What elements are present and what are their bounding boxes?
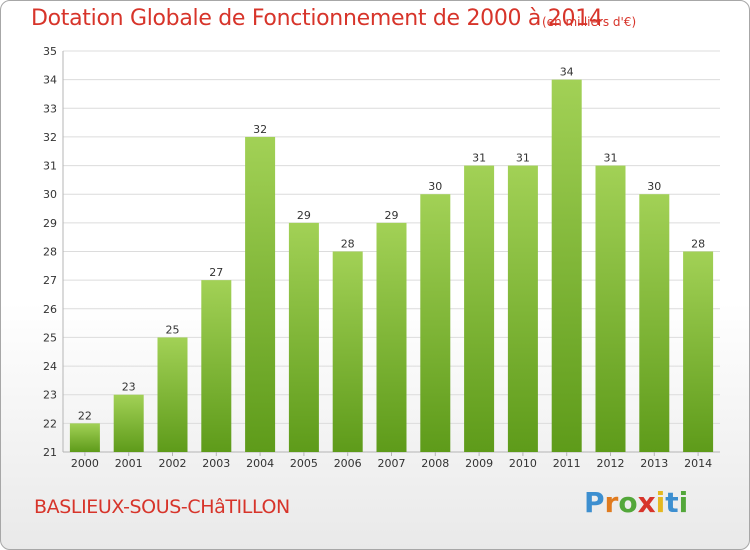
y-tick-label: 31	[43, 160, 57, 173]
proxiti-logo: Proxiti	[584, 486, 688, 519]
data-label: 22	[78, 409, 92, 422]
data-label: 28	[341, 238, 355, 251]
chart-title: Dotation Globale de Fonctionnement de 20…	[31, 6, 603, 31]
x-tick-label: 2008	[421, 457, 449, 470]
commune-name: BASLIEUX-SOUS-CHâTILLON	[34, 496, 290, 518]
y-tick-label: 29	[43, 217, 57, 230]
bar	[551, 79, 582, 453]
chart-unit: (en milliers d'€)	[542, 15, 637, 29]
bar	[639, 194, 670, 452]
x-tick-label: 2009	[465, 457, 493, 470]
logo-letter: o	[618, 486, 638, 519]
y-tick-label: 28	[43, 246, 57, 259]
logo-letter: t	[665, 486, 679, 519]
x-tick-label: 2014	[684, 457, 712, 470]
data-label: 34	[560, 66, 574, 79]
y-tick-label: 23	[43, 389, 57, 402]
x-tick-label: 2011	[553, 457, 581, 470]
y-tick-label: 22	[43, 417, 57, 430]
y-tick-label: 32	[43, 131, 57, 144]
x-tick-label: 2005	[290, 457, 318, 470]
bar	[420, 194, 451, 452]
data-label: 27	[209, 266, 223, 279]
y-tick-label: 24	[43, 360, 57, 373]
bar	[595, 165, 626, 453]
logo-letter: P	[584, 486, 605, 519]
bar	[464, 165, 495, 453]
bar	[157, 337, 188, 452]
data-label: 31	[472, 152, 486, 165]
y-tick-label: 30	[43, 188, 57, 201]
bar	[288, 222, 319, 452]
x-tick-label: 2012	[597, 457, 625, 470]
bar	[683, 251, 714, 452]
y-tick-label: 25	[43, 331, 57, 344]
data-label: 28	[691, 238, 705, 251]
bar	[376, 222, 407, 452]
data-label: 32	[253, 123, 267, 136]
y-tick-label: 33	[43, 102, 57, 115]
data-label: 30	[647, 180, 661, 193]
y-tick-label: 21	[43, 446, 57, 459]
logo-letter: x	[637, 486, 656, 519]
x-tick-label: 2013	[640, 457, 668, 470]
bar	[113, 394, 144, 452]
data-label: 23	[122, 381, 136, 394]
data-label: 29	[297, 209, 311, 222]
x-tick-label: 2003	[202, 457, 230, 470]
y-tick-label: 35	[43, 45, 57, 58]
bar	[245, 136, 276, 452]
bar	[201, 280, 232, 452]
bar	[332, 251, 363, 452]
logo-letter: i	[655, 486, 666, 519]
data-label: 31	[604, 152, 618, 165]
x-tick-label: 2007	[378, 457, 406, 470]
data-label: 25	[166, 323, 180, 336]
x-tick-label: 2000	[71, 457, 99, 470]
x-tick-label: 2004	[246, 457, 274, 470]
bar	[507, 165, 538, 453]
bar	[69, 423, 100, 452]
logo-letter: r	[604, 486, 619, 519]
data-label: 29	[385, 209, 399, 222]
data-label: 31	[516, 152, 530, 165]
x-tick-label: 2001	[115, 457, 143, 470]
y-tick-label: 27	[43, 274, 57, 287]
logo-letter: i	[678, 486, 689, 519]
x-tick-label: 2002	[159, 457, 187, 470]
x-tick-label: 2010	[509, 457, 537, 470]
y-tick-label: 26	[43, 303, 57, 316]
x-tick-label: 2006	[334, 457, 362, 470]
y-tick-label: 34	[43, 74, 57, 87]
data-label: 30	[428, 180, 442, 193]
